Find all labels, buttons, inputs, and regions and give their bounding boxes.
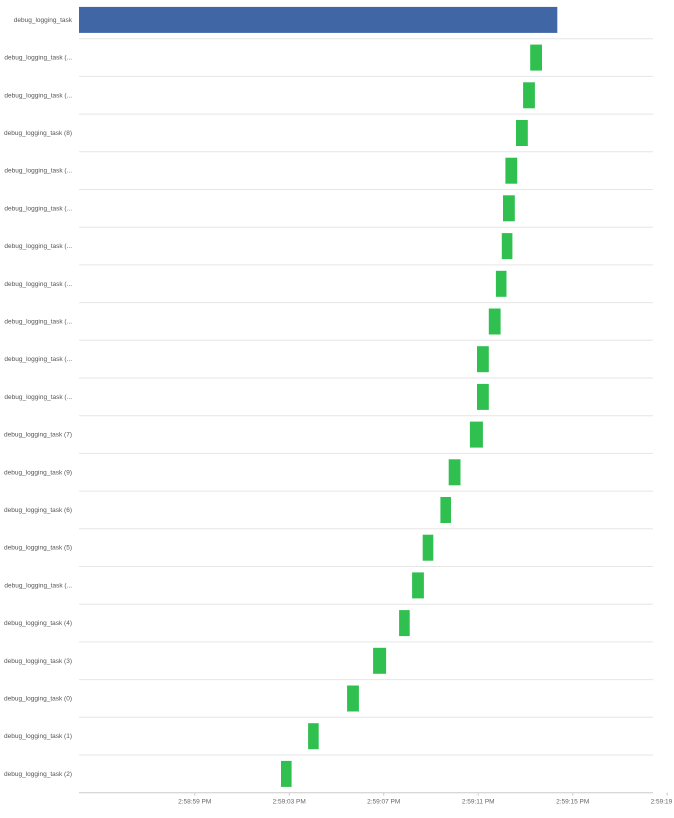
- row-label: debug_logging_task: [14, 17, 73, 24]
- task-bar[interactable]: [440, 497, 451, 523]
- x-tick-label: 2:59:15 PM: [556, 799, 589, 806]
- row-label: debug_logging_task (6): [4, 507, 72, 514]
- row-label: debug_logging_task (1): [4, 733, 72, 740]
- row-grid: [79, 38, 653, 756]
- row-label: debug_logging_task (...: [4, 55, 72, 62]
- task-bar[interactable]: [495, 270, 507, 297]
- row-label: debug_logging_task (...: [4, 582, 72, 589]
- row-label: debug_logging_task (...: [4, 205, 72, 212]
- task-bar-parent[interactable]: [79, 6, 558, 33]
- row-label: debug_logging_task (...: [4, 168, 72, 175]
- row-label: debug_logging_task (...: [4, 92, 72, 99]
- task-bars: [79, 6, 558, 787]
- row-label: debug_logging_task (7): [4, 432, 72, 439]
- task-bar[interactable]: [347, 685, 359, 712]
- x-axis-ticks: 2:58:59 PM 2:59:03 PM 2:59:07 PM 2:59:11 PM…: [178, 792, 674, 806]
- task-bar[interactable]: [373, 647, 387, 674]
- task-bar[interactable]: [469, 421, 483, 448]
- task-bar[interactable]: [516, 120, 528, 146]
- task-bar[interactable]: [448, 459, 461, 486]
- row-label: debug_logging_task (...: [4, 243, 72, 250]
- row-label: debug_logging_task (9): [4, 469, 72, 476]
- row-label: debug_logging_task (...: [4, 319, 72, 326]
- task-bar[interactable]: [308, 723, 319, 750]
- row-label: debug_logging_task (...: [4, 281, 72, 288]
- x-tick-label: 2:59:07 PM: [367, 799, 400, 806]
- task-bar[interactable]: [501, 233, 513, 260]
- row-label: debug_logging_task (8): [4, 130, 72, 137]
- row-label: debug_logging_task (5): [4, 545, 72, 552]
- x-tick-label: 2:59:19 PM: [651, 799, 674, 806]
- task-bar[interactable]: [399, 610, 410, 637]
- task-bar[interactable]: [412, 572, 424, 599]
- row-label: debug_logging_task (3): [4, 658, 72, 665]
- task-bar[interactable]: [422, 534, 434, 561]
- task-bar[interactable]: [530, 44, 542, 71]
- row-labels: debug_logging_task debug_logging_task (..…: [4, 17, 73, 778]
- row-label: debug_logging_task (4): [4, 620, 72, 627]
- task-bar[interactable]: [281, 760, 292, 787]
- task-bar[interactable]: [505, 157, 518, 184]
- task-bar[interactable]: [477, 346, 489, 373]
- task-bar[interactable]: [503, 195, 515, 222]
- x-tick-label: 2:58:59 PM: [178, 799, 211, 806]
- x-tick-label: 2:59:11 PM: [462, 799, 495, 806]
- task-bar[interactable]: [523, 82, 535, 109]
- task-bar[interactable]: [488, 308, 501, 335]
- task-bar[interactable]: [477, 383, 489, 410]
- row-label: debug_logging_task (...: [4, 394, 72, 401]
- x-tick-label: 2:59:03 PM: [273, 799, 306, 806]
- row-label: debug_logging_task (...: [4, 356, 72, 363]
- row-label: debug_logging_task (2): [4, 771, 72, 778]
- row-label: debug_logging_task (0): [4, 696, 72, 703]
